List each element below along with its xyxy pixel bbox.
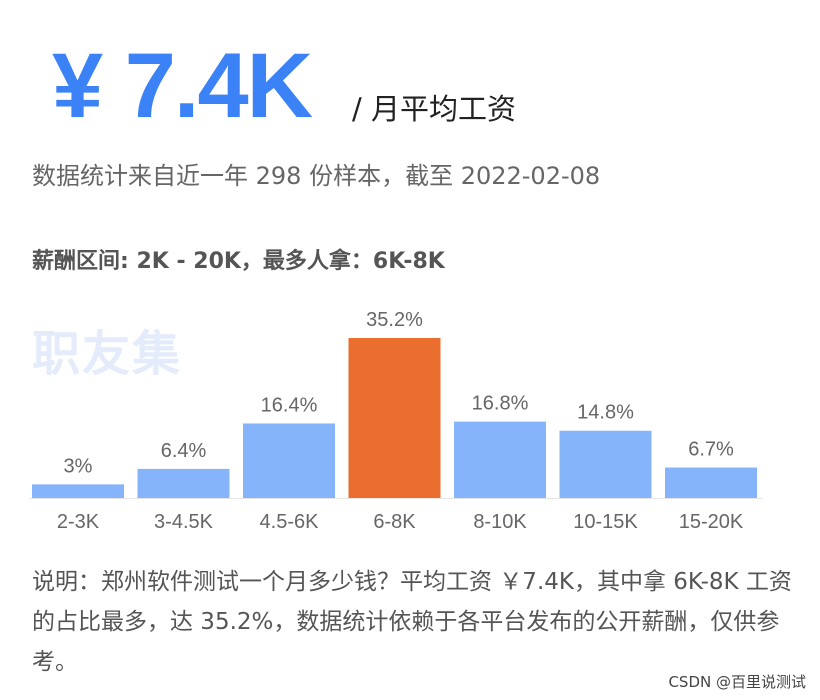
sample-info: 数据统计来自近一年 298 份样本，截至 2022-02-08 — [32, 162, 601, 190]
watermark: 职友集 — [32, 326, 183, 382]
value-label-8-10K: 16.8% — [472, 393, 529, 415]
value-label-2-3K: 3% — [64, 455, 93, 477]
bar-15-20K — [665, 467, 757, 498]
bar-2-3K — [32, 484, 124, 498]
category-label-10-15K: 10-15K — [573, 511, 638, 533]
category-label-4.5-6K: 4.5-6K — [260, 511, 320, 533]
bar-8-10K — [454, 421, 546, 498]
bar-4.5-6K — [243, 423, 335, 498]
value-label-4.5-6K: 16.4% — [261, 394, 318, 416]
footer-credit: CSDN @百里说测试 — [668, 673, 806, 691]
category-label-6-8K: 6-8K — [373, 511, 416, 533]
average-salary-value: ¥ 7.4K — [52, 35, 313, 137]
category-label-2-3K: 2-3K — [57, 511, 100, 533]
salary-distribution-chart: 3% 2-3K 6.4% 3-4.5K 16.4% 4.5-6K 35.2% 6-8K 16.8… — [30, 309, 762, 533]
category-label-3-4.5K: 3-4.5K — [154, 511, 214, 533]
value-label-10-15K: 14.8% — [577, 402, 634, 424]
category-label-15-20K: 15-20K — [679, 511, 744, 533]
bar-6-8K — [348, 338, 441, 498]
average-salary-unit: / 月平均工资 — [352, 92, 516, 126]
salary-range-info: 薪酬区间: 2K - 20K，最多人拿：6K-8K — [32, 249, 445, 274]
value-label-3-4.5K: 6.4% — [161, 440, 207, 462]
description-note: 说明：郑州软件测试一个月多少钱？平均工资 ￥7.4K，其中拿 6K-8K 工资的… — [32, 569, 792, 675]
value-label-15-20K: 6.7% — [688, 439, 734, 461]
bar-10-15K — [559, 430, 652, 498]
bar-3-4.5K — [137, 468, 230, 498]
value-label-6-8K: 35.2% — [366, 309, 423, 331]
category-label-8-10K: 8-10K — [473, 511, 527, 533]
